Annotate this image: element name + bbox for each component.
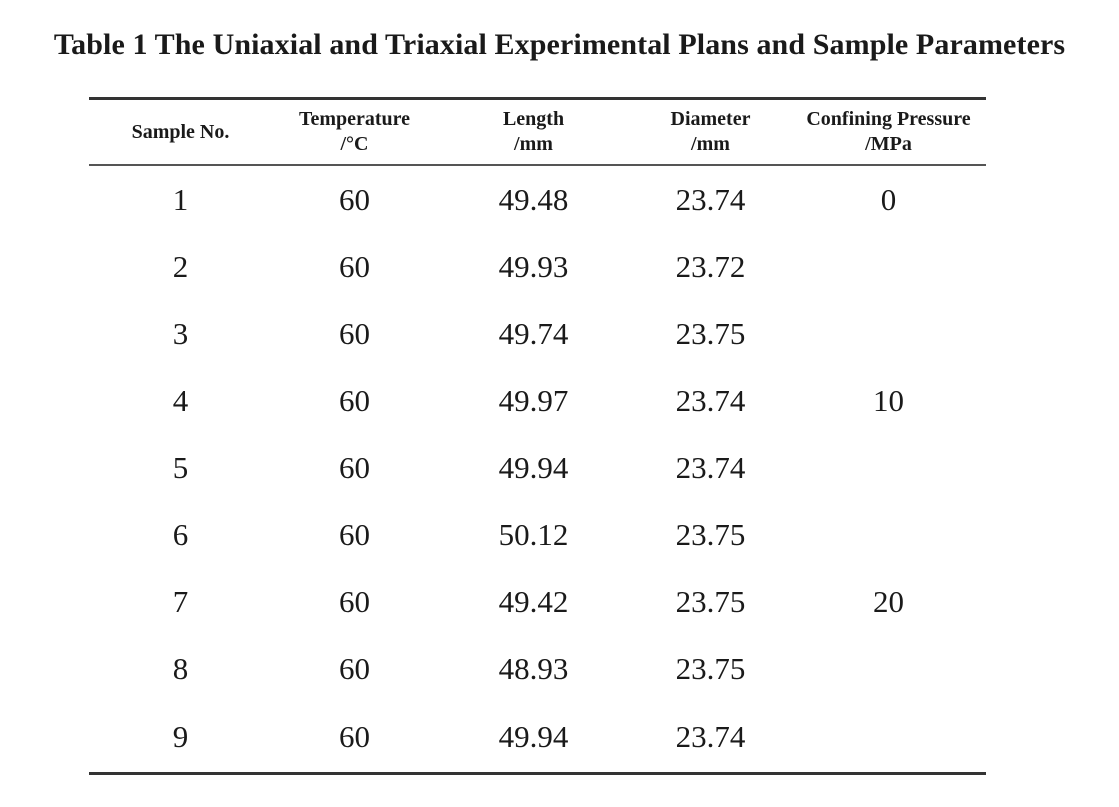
- table-row: 6 60 50.12 23.75: [89, 501, 986, 568]
- cell-diameter: 23.75: [675, 650, 746, 686]
- header-sample-no: Sample No.: [89, 99, 272, 166]
- cell-confining-pressure: [791, 300, 986, 367]
- table-row: 2 60 49.93 23.72: [89, 233, 986, 300]
- cell-length: 49.48: [498, 181, 569, 217]
- table-row: 7 60 49.42 23.75 20: [89, 568, 986, 635]
- cell-sample-no: 3: [172, 315, 189, 351]
- header-label: Sample No.: [131, 120, 230, 143]
- cell-diameter: 23.74: [675, 449, 746, 485]
- cell-sample-no: 8: [172, 650, 189, 686]
- cell-sample-no: 1: [172, 181, 189, 217]
- table-header-row: Sample No. Temperature /°C Length /mm Di…: [89, 98, 986, 166]
- table-row: 3 60 49.74 23.75: [89, 300, 986, 367]
- table-row: 1 60 49.48 23.74 0: [89, 165, 986, 233]
- cell-length: 50.12: [498, 516, 569, 552]
- table-row: 4 60 49.97 23.74 10: [89, 367, 986, 434]
- cell-length: 49.94: [498, 449, 569, 485]
- cell-temperature: 60: [339, 719, 370, 754]
- header-unit: /°C: [340, 133, 369, 155]
- header-temperature: Temperature /°C: [272, 99, 437, 166]
- sample-parameters-table: Sample No. Temperature /°C Length /mm Di…: [89, 97, 986, 775]
- cell-length: 49.74: [498, 315, 569, 351]
- cell-temperature: 60: [339, 516, 370, 552]
- cell-length: 48.93: [498, 650, 569, 686]
- cell-diameter: 23.74: [675, 181, 746, 217]
- header-diameter: Diameter /mm: [630, 99, 791, 166]
- cell-confining-pressure: [791, 702, 986, 774]
- cell-sample-no: 6: [172, 516, 189, 552]
- table-container: Sample No. Temperature /°C Length /mm Di…: [89, 97, 986, 775]
- header-label: Confining Pressure: [806, 108, 971, 130]
- cell-length: 49.42: [498, 583, 569, 619]
- table-row: 9 60 49.94 23.74: [89, 702, 986, 774]
- cell-length: 49.97: [498, 382, 569, 418]
- cell-confining-pressure: 10: [873, 382, 904, 418]
- cell-diameter: 23.74: [675, 382, 746, 418]
- cell-sample-no: 5: [172, 449, 189, 485]
- cell-diameter: 23.72: [675, 248, 746, 284]
- cell-sample-no: 9: [172, 719, 189, 754]
- table-caption: Table 1 The Uniaxial and Triaxial Experi…: [53, 28, 1066, 61]
- header-unit: /mm: [691, 133, 730, 155]
- table-row: 8 60 48.93 23.75: [89, 635, 986, 702]
- cell-temperature: 60: [339, 583, 370, 619]
- cell-diameter: 23.75: [675, 516, 746, 552]
- header-label: Diameter: [670, 108, 751, 130]
- header-length: Length /mm: [437, 99, 630, 166]
- cell-confining-pressure: 20: [873, 583, 904, 619]
- cell-sample-no: 7: [172, 583, 189, 619]
- cell-sample-no: 4: [172, 382, 189, 418]
- table-row: 5 60 49.94 23.74: [89, 434, 986, 501]
- cell-temperature: 60: [339, 315, 370, 351]
- cell-diameter: 23.75: [675, 583, 746, 619]
- cell-confining-pressure: [791, 501, 986, 568]
- cell-length: 49.93: [498, 248, 569, 284]
- cell-confining-pressure: 0: [880, 181, 897, 217]
- cell-diameter: 23.75: [675, 315, 746, 351]
- cell-diameter: 23.74: [675, 719, 746, 754]
- header-unit: /MPa: [865, 133, 912, 155]
- cell-temperature: 60: [339, 382, 370, 418]
- header-label: Temperature: [298, 108, 411, 130]
- cell-temperature: 60: [339, 248, 370, 284]
- cell-confining-pressure: [791, 635, 986, 702]
- cell-temperature: 60: [339, 449, 370, 485]
- cell-confining-pressure: [791, 233, 986, 300]
- cell-temperature: 60: [339, 650, 370, 686]
- cell-temperature: 60: [339, 181, 370, 217]
- cell-sample-no: 2: [172, 248, 189, 284]
- cell-length: 49.94: [498, 719, 569, 754]
- header-confining-pressure: Confining Pressure /MPa: [791, 99, 986, 166]
- header-unit: /mm: [514, 133, 553, 155]
- header-label: Length: [502, 108, 565, 130]
- cell-confining-pressure: [791, 434, 986, 501]
